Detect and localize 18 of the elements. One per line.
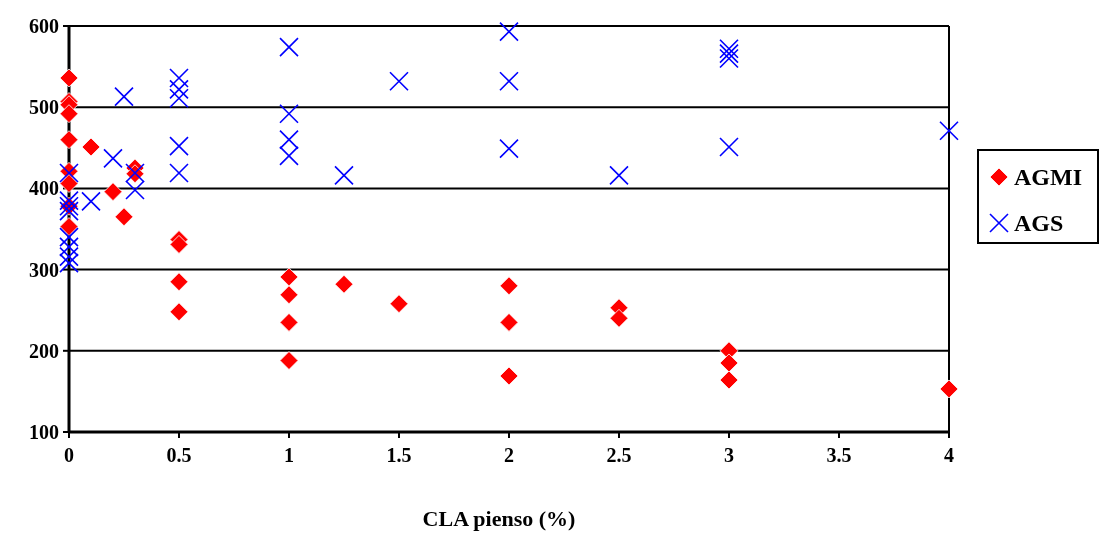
- x-tick-label: 3.5: [826, 444, 852, 466]
- y-tick-label: 100: [29, 421, 59, 443]
- y-tick-label: 300: [29, 258, 59, 281]
- x-tick-label: 2.5: [606, 444, 632, 466]
- legend-label: AGMI: [1014, 164, 1082, 191]
- x-tick-label: 1: [284, 444, 294, 466]
- x-tick-label: 1.5: [386, 444, 412, 466]
- y-tick-label: 400: [29, 177, 59, 200]
- y-tick-label: 200: [29, 339, 59, 362]
- y-tick-label: 600: [29, 15, 59, 37]
- x-tick-label: 0.5: [166, 444, 192, 466]
- x-axis-title: CLA pienso (%): [422, 506, 576, 531]
- y-tick-label: 500: [29, 96, 59, 119]
- x-tick-label: 2: [504, 444, 514, 466]
- x-tick-label: 3: [724, 444, 734, 466]
- legend-label: AGS: [1014, 210, 1064, 237]
- x-tick-label: 0: [64, 444, 74, 466]
- x-tick-label: 4: [944, 444, 954, 466]
